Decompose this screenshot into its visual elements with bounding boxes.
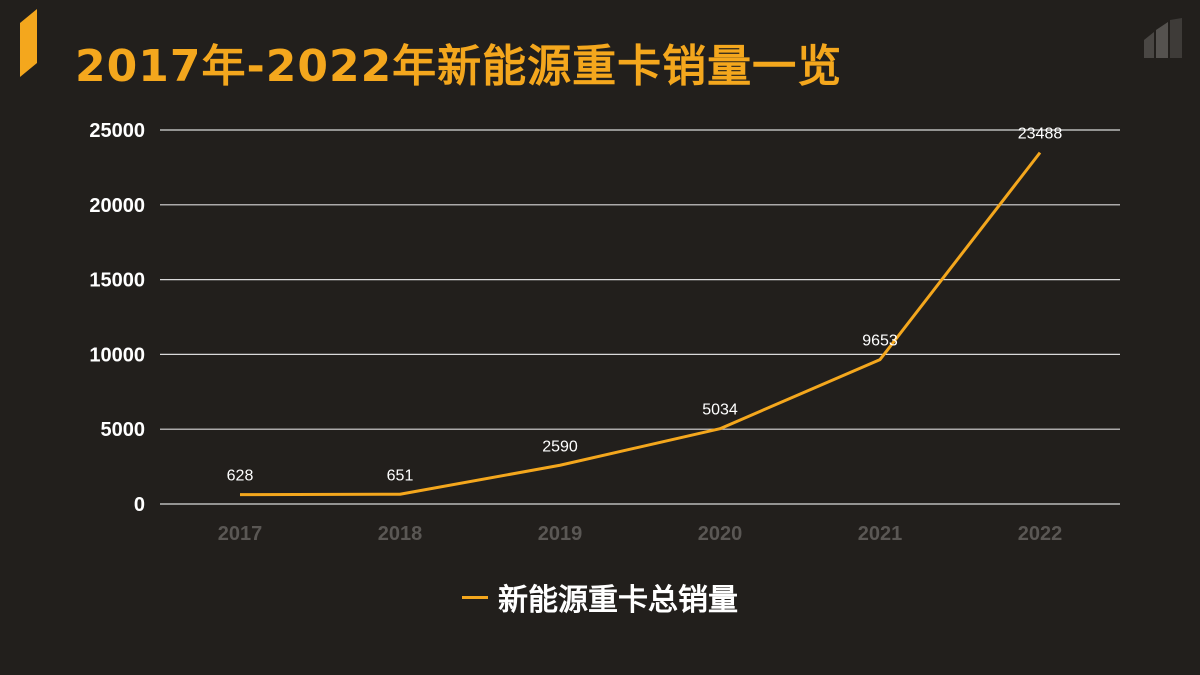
- y-tick-label: 10000: [89, 344, 145, 366]
- series-layer: [239, 151, 1042, 497]
- gridlines: [160, 129, 1120, 505]
- page-title: 2017年-2022年新能源重卡销量一览: [75, 41, 843, 92]
- x-tick-label: 2019: [538, 523, 583, 545]
- legend-swatch-icon: [462, 595, 488, 599]
- y-tick-label: 20000: [89, 195, 145, 217]
- y-axis-ticks: 0 5000 10000 15000 20000 25000: [89, 120, 145, 516]
- data-label: 2590: [542, 438, 578, 455]
- accent-bar-icon: [20, 9, 37, 77]
- legend-label: 新能源重卡总销量: [498, 583, 738, 618]
- y-tick-label: 25000: [89, 120, 145, 142]
- data-label: 5034: [702, 402, 738, 419]
- x-tick-label: 2017: [218, 523, 263, 545]
- data-label: 23488: [1018, 126, 1063, 143]
- x-tick-label: 2021: [858, 523, 903, 545]
- stacked-bars-logo-icon: [1144, 18, 1182, 58]
- data-label: 651: [387, 467, 414, 484]
- x-tick-label: 2018: [378, 523, 423, 545]
- data-label: 628: [227, 468, 254, 485]
- x-tick-label: 2020: [698, 523, 743, 545]
- series-line: [239, 151, 1042, 497]
- x-axis-ticks: 2017 2018 2019 2020 2021 2022: [218, 523, 1063, 545]
- data-labels: 628 651 2590 5034 9653 23488: [227, 126, 1063, 485]
- y-tick-label: 5000: [101, 419, 146, 441]
- legend: 新能源重卡总销量: [0, 575, 1200, 619]
- y-tick-label: 0: [134, 494, 145, 516]
- data-label: 9653: [862, 333, 898, 350]
- x-tick-label: 2022: [1018, 523, 1063, 545]
- y-tick-label: 15000: [89, 270, 145, 292]
